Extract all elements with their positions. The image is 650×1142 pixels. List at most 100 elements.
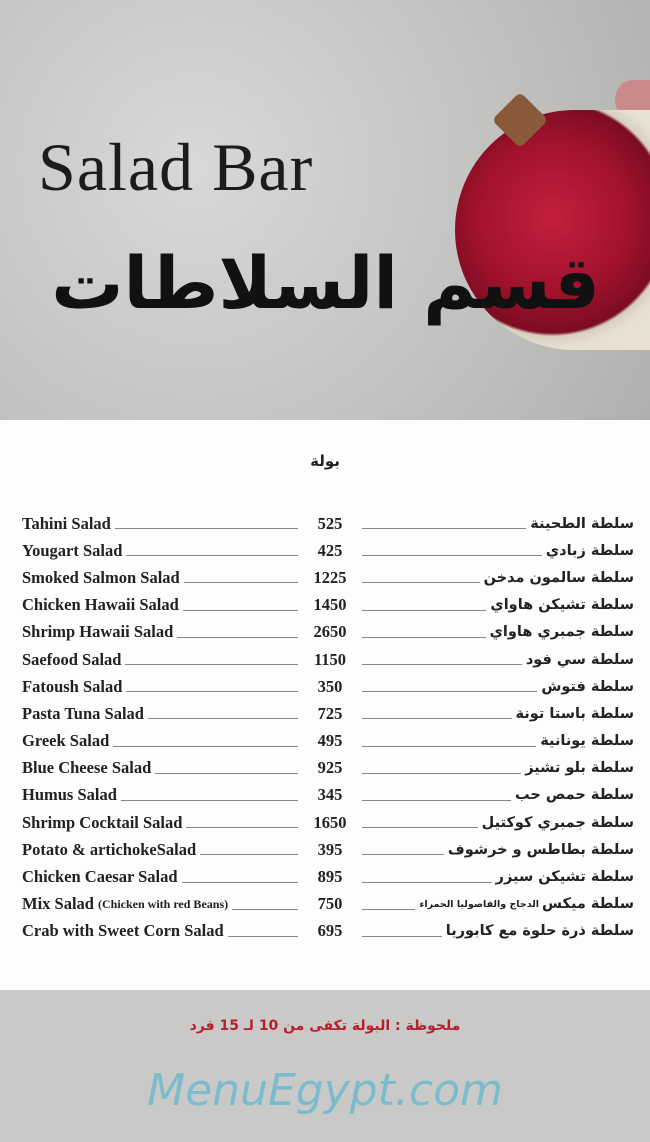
item-name-en: Tahini Salad xyxy=(22,514,302,534)
item-name-ar: سلطة ميكس الدجاج والفاصوليا الحمراء xyxy=(358,896,634,912)
menu-item: Shrimp Hawaii Salad 2650 سلطة جمبري هاواي xyxy=(22,619,634,646)
item-price: 350 xyxy=(317,676,343,696)
item-name-en: Greek Salad xyxy=(22,731,302,751)
item-price: 2650 xyxy=(313,622,347,642)
item-name-ar: سلطة بلو تشيز xyxy=(358,760,634,776)
item-price: 695 xyxy=(317,921,343,941)
item-price: 925 xyxy=(317,758,343,778)
leader-line xyxy=(362,545,542,557)
item-name-ar: سلطة يونانية xyxy=(358,733,634,749)
item-price: 725 xyxy=(317,703,343,723)
item-name-en: Chicken Hawaii Salad xyxy=(22,595,302,615)
leader-line xyxy=(182,600,298,611)
leader-line xyxy=(125,654,298,666)
leader-line xyxy=(183,572,298,584)
item-name-ar-text: سلطة فتوش xyxy=(541,678,634,695)
item-name-ar-text: سلطة سالمون مدخن xyxy=(483,569,634,586)
item-price: 395 xyxy=(317,839,343,859)
item-name-ar-text: سلطة تشيكن سيزر xyxy=(495,869,634,886)
item-name-en-text: Fatoush Salad xyxy=(22,676,123,696)
menu-item: Greek Salad 495 سلطة يونانية xyxy=(22,728,634,755)
pomegranate-image xyxy=(455,110,650,350)
leader-line xyxy=(362,708,512,720)
leader-line xyxy=(362,844,444,856)
leader-line xyxy=(147,708,298,720)
item-name-en: Shrimp Cocktail Salad xyxy=(22,813,302,833)
leader-line xyxy=(362,681,538,693)
leader-line xyxy=(362,817,478,829)
item-name-ar-text: سلطة الطحينة xyxy=(530,515,634,532)
leader-line xyxy=(227,926,298,937)
item-name-ar: سلطة سي فود xyxy=(358,652,634,668)
item-name-en: Chicken Caesar Salad xyxy=(22,867,302,887)
menu-item: Chicken Hawaii Salad 1450 سلطة تشيكن هاواي xyxy=(22,592,634,619)
leader-line xyxy=(186,817,298,829)
leader-line xyxy=(113,736,298,747)
item-price: 1225 xyxy=(313,567,347,587)
item-name-en-text: Tahini Salad xyxy=(22,513,111,533)
menu-item: Yougart Salad 425 سلطة زبادي xyxy=(22,537,634,564)
title-arabic: قسم السلاطات xyxy=(51,241,600,325)
leader-line xyxy=(155,763,298,774)
leader-line xyxy=(362,899,416,910)
item-name-en-text: Humus Salad xyxy=(22,785,117,805)
item-name-ar-text: سلطة ذرة حلوة مع كابوريا xyxy=(445,923,634,940)
item-name-ar-text: سلطة سي فود xyxy=(525,651,634,668)
item-name-ar-text: سلطة تشيكن هاواي xyxy=(490,597,634,614)
item-name-en-text: Shrimp Hawaii Salad xyxy=(22,622,174,642)
leader-line xyxy=(362,572,480,584)
section-heading: بولة xyxy=(310,452,340,470)
item-name-en-text: Saefood Salad xyxy=(22,649,122,669)
menu-item: Tahini Salad 525 سلطة الطحينة xyxy=(22,510,634,537)
leader-line xyxy=(232,899,298,910)
item-note-ar: الدجاج والفاصوليا الحمراء xyxy=(419,898,540,910)
item-name-en-text: Shrimp Cocktail Salad xyxy=(22,812,183,832)
menu-item: Fatoush Salad 350 سلطة فتوش xyxy=(22,673,634,700)
leader-line xyxy=(126,545,298,557)
item-price: 895 xyxy=(317,867,343,887)
menu-item: Mix Salad (Chicken with red Beans) 750 سلطة… xyxy=(22,891,634,918)
leader-line xyxy=(362,600,487,611)
item-name-ar-text: سلطة بطاطس و خرشوف xyxy=(447,841,634,858)
leader-line xyxy=(362,926,442,937)
item-name-en-text: Crab with Sweet Corn Salad xyxy=(22,921,224,941)
item-name-en-text: Mix Salad xyxy=(22,894,94,914)
item-name-en: Mix Salad (Chicken with red Beans) xyxy=(22,894,302,914)
leader-line xyxy=(362,790,512,801)
item-name-ar-text: سلطة بلو تشيز xyxy=(525,760,634,777)
item-name-en: Saefood Salad xyxy=(22,650,302,670)
item-name-en: Crab with Sweet Corn Salad xyxy=(22,921,302,941)
item-name-en-text: Potato & artichokeSalad xyxy=(22,839,197,859)
item-name-ar: سلطة الطحينة xyxy=(358,516,634,532)
item-price: 1450 xyxy=(313,595,347,615)
item-name-ar: سلطة جمبري هاواي xyxy=(358,624,634,640)
item-price: 1650 xyxy=(313,812,347,832)
item-price: 750 xyxy=(317,894,343,914)
item-name-ar: سلطة تشيكن سيزر xyxy=(358,869,634,885)
leader-line xyxy=(362,518,527,530)
leader-line xyxy=(126,681,298,693)
item-name-en: Blue Cheese Salad xyxy=(22,758,302,778)
leader-line xyxy=(177,627,298,638)
menu-item: Smoked Salmon Salad 1225 سلطة سالمون مدخن xyxy=(22,564,634,591)
item-name-en-text: Greek Salad xyxy=(22,731,110,751)
menu-list: Tahini Salad 525 سلطة الطحينة Yougart Salad… xyxy=(22,510,634,945)
item-name-ar-text: سلطة جمبري هاواي xyxy=(489,624,634,641)
item-name-en: Smoked Salmon Salad xyxy=(22,568,302,588)
menu-item: Chicken Caesar Salad 895 سلطة تشيكن سيزر xyxy=(22,863,634,890)
leader-line xyxy=(114,518,298,530)
item-name-en-text: Blue Cheese Salad xyxy=(22,758,152,778)
menu-item: Potato & artichokeSalad 395 سلطة بطاطس و خ… xyxy=(22,836,634,863)
item-name-ar: سلطة باستا تونة xyxy=(358,706,634,722)
serving-note: ملحوظة : البولة تكفى من 10 لـ 15 فرد xyxy=(189,1018,461,1034)
item-name-ar: سلطة سالمون مدخن xyxy=(358,570,634,586)
leader-line xyxy=(120,790,298,801)
menu-item: Pasta Tuna Salad 725 سلطة باستا تونة xyxy=(22,700,634,727)
leader-line xyxy=(362,736,537,747)
leader-line xyxy=(200,844,298,856)
leader-line xyxy=(362,654,522,666)
item-note-en: (Chicken with red Beans) xyxy=(97,896,229,911)
menu-item: Crab with Sweet Corn Salad 695 سلطة ذرة حل… xyxy=(22,918,634,945)
item-name-en: Fatoush Salad xyxy=(22,677,302,697)
item-name-en: Shrimp Hawaii Salad xyxy=(22,622,302,642)
